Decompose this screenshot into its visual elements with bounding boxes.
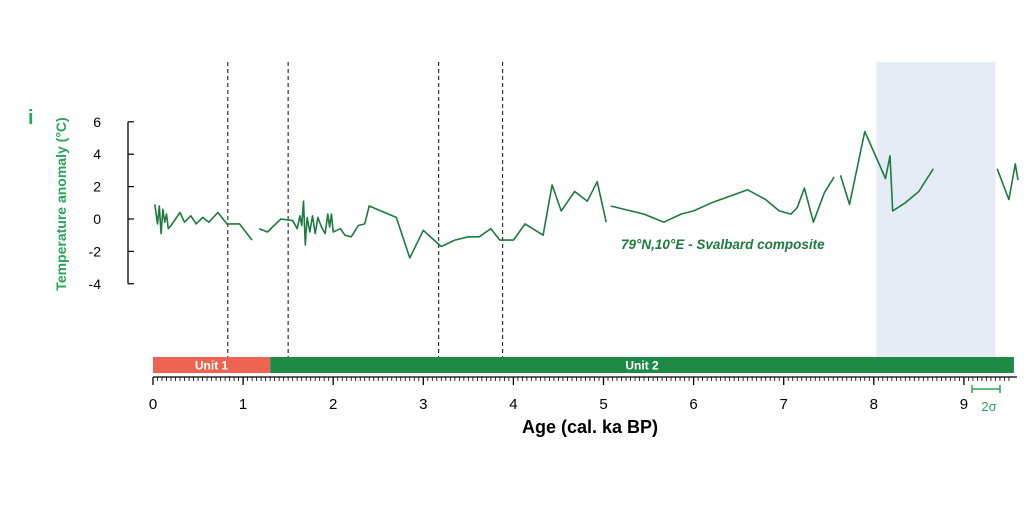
x-tick-label: 2 [329, 396, 337, 413]
unit-segment-2 [270, 357, 1014, 373]
y-tick-label: -2 [89, 243, 102, 259]
unit-segment-1 [153, 357, 271, 373]
y-tick-label: 0 [93, 211, 101, 227]
x-axis-label: Age (cal. ka BP) [522, 417, 658, 437]
x-tick-label: 0 [149, 396, 157, 413]
x-tick-label: 6 [689, 396, 697, 413]
series-line-segment-2 [258, 180, 607, 259]
x-tick-label: 5 [599, 396, 607, 413]
unit-label-2: Unit 2 [625, 359, 659, 373]
y-tick-label: 6 [93, 114, 101, 130]
series-line-segment-4 [839, 130, 934, 212]
temperature-series [154, 130, 1019, 259]
two-sigma-bar [971, 385, 1001, 393]
y-tick-label: 2 [93, 179, 101, 195]
vertical-dashed-lines [227, 62, 504, 357]
y-tick-label: -4 [89, 276, 102, 292]
panel-label: i [28, 107, 34, 129]
series-annotation: 79°N,10°E - Svalbard composite [621, 237, 825, 252]
x-tick-label: 7 [780, 396, 788, 413]
x-tick-label: 9 [960, 396, 968, 413]
series-line-segment-3 [610, 176, 835, 223]
x-axis: 0 1 2 3 4 5 6 7 8 9 [149, 376, 1017, 413]
unit-bar: Unit 1 Unit 2 [153, 357, 1014, 373]
x-tick-label: 8 [870, 396, 878, 413]
series-line-segment-5 [996, 163, 1019, 201]
y-axis-label: Temperature anomaly (°C) [53, 117, 69, 290]
x-tick-label: 1 [239, 396, 247, 413]
unit-label-1: Unit 1 [195, 359, 229, 373]
x-tick-label: 3 [419, 396, 427, 413]
y-tick-label: 4 [93, 146, 101, 162]
series-line-segment-1 [154, 204, 253, 241]
y-axis: 6 4 2 0 -2 -4 [89, 114, 134, 292]
x-tick-label: 4 [509, 396, 517, 413]
two-sigma-label: 2σ [981, 399, 996, 414]
